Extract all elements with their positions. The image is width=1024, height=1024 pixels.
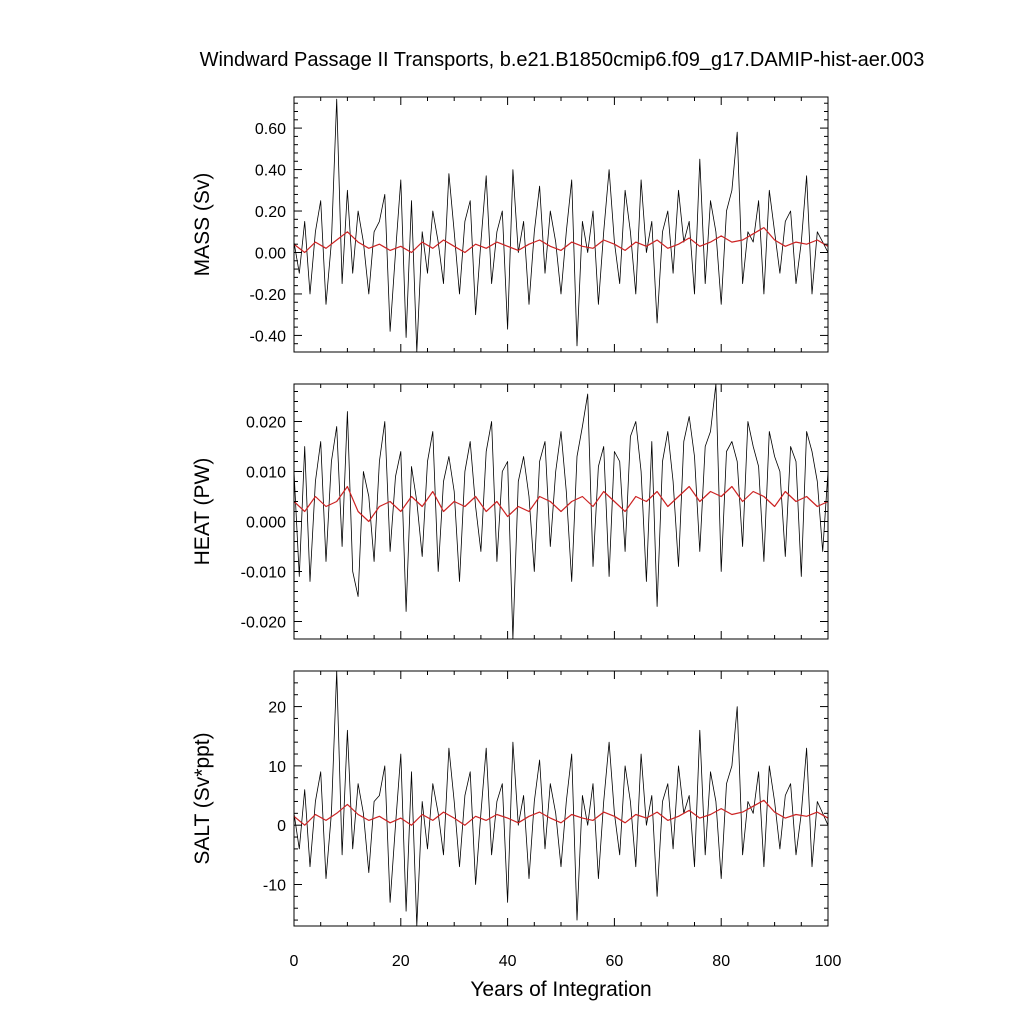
- series-line-raw: [294, 671, 828, 926]
- y-tick-label: -0.20: [250, 287, 287, 304]
- y-tick-label: 0.60: [255, 121, 286, 138]
- y-tick-label: 20: [268, 700, 286, 717]
- x-tick-label: 60: [606, 953, 624, 970]
- y-tick-label: -0.40: [250, 328, 287, 345]
- panel-1: -0.40 -0.20 0.00 0.20 0.40 0.60 MASS (Sv): [191, 96, 829, 353]
- series-line-smoothed: [294, 227, 828, 254]
- x-tick-label: 40: [499, 953, 517, 970]
- series-line-raw: [294, 384, 828, 639]
- x-tick-label: 20: [392, 953, 410, 970]
- panel-2: -0.020 -0.010 0.000 0.010 0.020 HEAT (PW): [191, 383, 829, 640]
- plot-frame: [293, 96, 829, 353]
- y-tick-label: 0.000: [246, 515, 286, 532]
- series-line-smoothed: [294, 799, 828, 826]
- y-axis-label: MASS (Sv): [191, 173, 214, 277]
- panel-3: -10 0 10 20 SALT (Sv*ppt) 0 20 40 60 80 100: [191, 670, 842, 970]
- y-tick-label: 0.40: [255, 163, 286, 180]
- figure-title: Windward Passage II Transports, b.e21.B1…: [200, 49, 925, 71]
- y-tick-label: -0.010: [241, 565, 286, 582]
- y-axis-label: HEAT (PW): [191, 458, 214, 566]
- plot-frame: [293, 670, 829, 927]
- series-line-raw: [294, 98, 828, 352]
- y-tick-label: 0.00: [255, 245, 286, 262]
- y-tick-label: 0.20: [255, 204, 286, 221]
- y-tick-label: 10: [268, 759, 286, 776]
- y-tick-label: 0.010: [246, 465, 286, 482]
- panels: -0.40 -0.20 0.00 0.20 0.40 0.60 MASS (Sv) -0.02…: [191, 96, 842, 970]
- x-axis-label: Years of Integration: [470, 978, 651, 1001]
- y-tick-label: -0.020: [241, 615, 286, 632]
- y-tick-label: 0: [277, 818, 286, 835]
- x-tick-label: 80: [712, 953, 730, 970]
- y-axis-label: SALT (Sv*ppt): [191, 732, 214, 864]
- x-tick-label: 100: [815, 953, 842, 970]
- series-line-smoothed: [294, 485, 828, 523]
- y-tick-label: 0.020: [246, 415, 286, 432]
- y-tick-label: -10: [263, 877, 286, 894]
- x-tick-label: 0: [290, 953, 299, 970]
